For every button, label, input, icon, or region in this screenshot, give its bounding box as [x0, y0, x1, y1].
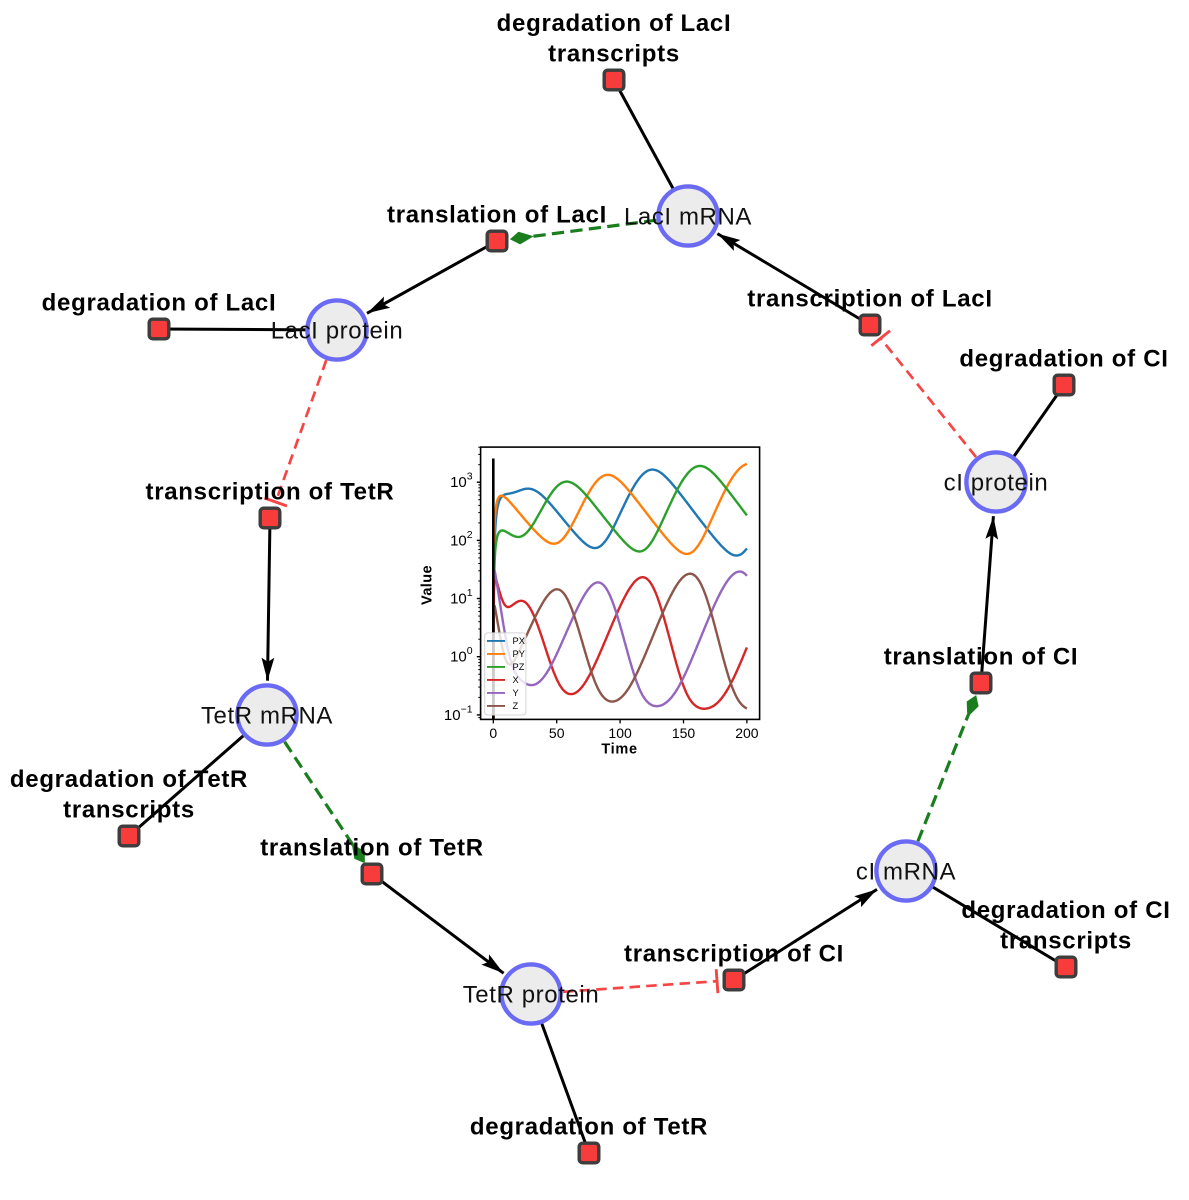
svg-text:PX: PX — [513, 636, 525, 646]
svg-text:100: 100 — [608, 725, 632, 741]
svg-text:LacI mRNA: LacI mRNA — [624, 204, 752, 231]
svg-text:transcription of TetR: transcription of TetR — [146, 479, 395, 506]
svg-text:degradation of TetR: degradation of TetR — [10, 766, 248, 793]
svg-text:degradation of CI: degradation of CI — [961, 897, 1170, 924]
svg-text:Time: Time — [601, 742, 637, 758]
svg-text:PZ: PZ — [513, 662, 525, 672]
svg-text:TetR protein: TetR protein — [463, 982, 600, 1009]
svg-text:cI protein: cI protein — [944, 470, 1049, 497]
svg-text:Y: Y — [513, 688, 519, 698]
svg-text:translation of CI: translation of CI — [884, 644, 1079, 671]
svg-text:degradation of TetR: degradation of TetR — [470, 1114, 708, 1141]
svg-text:150: 150 — [672, 725, 696, 741]
svg-text:degradation of CI: degradation of CI — [959, 346, 1168, 373]
svg-text:degradation of LacI: degradation of LacI — [497, 10, 732, 37]
svg-text:transcripts: transcripts — [548, 41, 680, 68]
svg-text:transcription of LacI: transcription of LacI — [747, 286, 992, 313]
svg-text:200: 200 — [735, 725, 759, 741]
svg-text:0: 0 — [489, 725, 497, 741]
svg-text:cI mRNA: cI mRNA — [856, 859, 956, 886]
svg-text:50: 50 — [549, 725, 565, 741]
svg-text:Z: Z — [513, 701, 519, 711]
svg-text:transcripts: transcripts — [63, 797, 195, 824]
svg-text:X: X — [513, 675, 519, 685]
svg-text:TetR mRNA: TetR mRNA — [201, 703, 333, 730]
svg-text:translation of LacI: translation of LacI — [387, 202, 607, 229]
svg-text:transcription of CI: transcription of CI — [624, 941, 844, 968]
svg-text:degradation of LacI: degradation of LacI — [42, 290, 277, 317]
svg-text:LacI protein: LacI protein — [271, 318, 404, 345]
svg-text:PY: PY — [513, 649, 525, 659]
svg-text:Value: Value — [420, 565, 436, 605]
svg-text:transcripts: transcripts — [1000, 928, 1132, 955]
svg-text:translation of TetR: translation of TetR — [260, 835, 484, 862]
